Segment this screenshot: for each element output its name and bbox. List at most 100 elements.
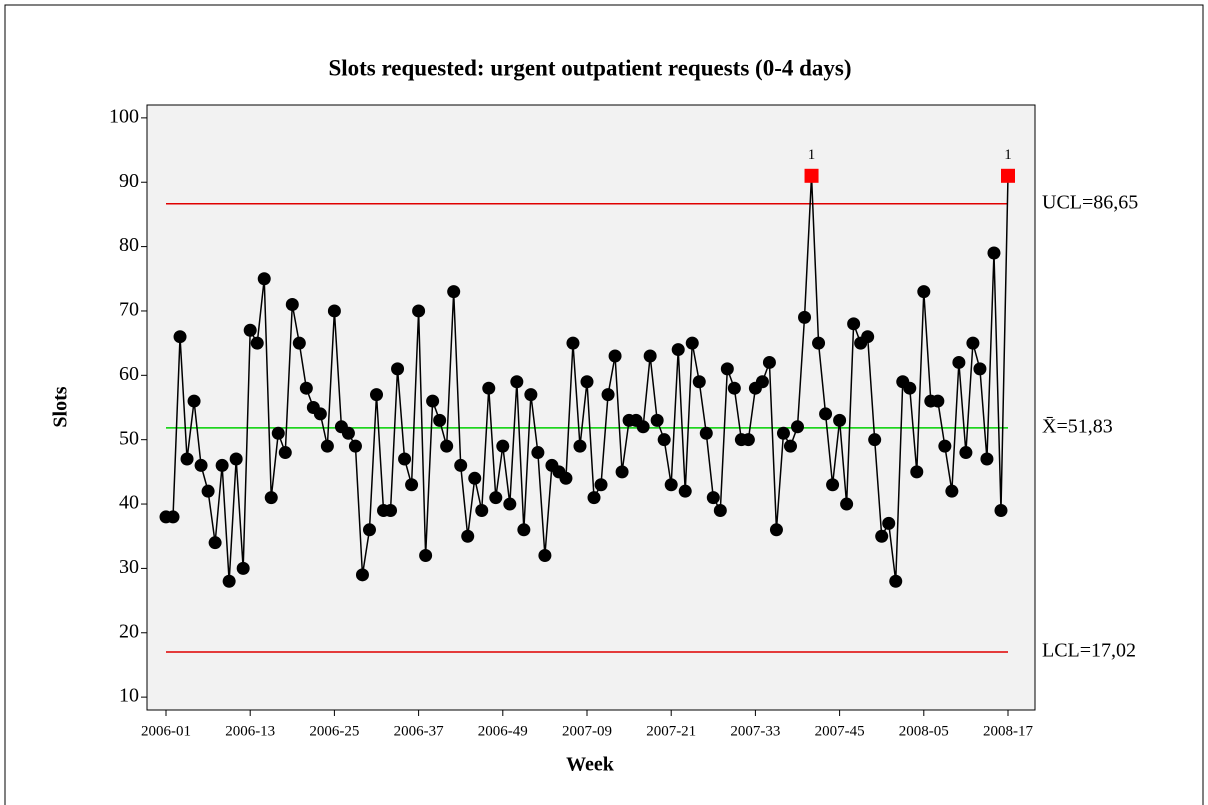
data-point xyxy=(945,484,959,498)
data-point xyxy=(938,439,952,453)
data-point xyxy=(952,355,966,369)
data-point xyxy=(313,407,327,421)
x-tick-label: 2006-37 xyxy=(394,723,444,739)
data-point xyxy=(496,439,510,453)
data-point xyxy=(994,503,1008,517)
data-point xyxy=(412,304,426,318)
reference-label: UCL=86,65 xyxy=(1042,191,1138,213)
x-tick-label: 2006-25 xyxy=(309,723,359,739)
data-point xyxy=(461,529,475,543)
data-point xyxy=(671,343,685,357)
data-point xyxy=(882,516,896,530)
data-point xyxy=(580,375,594,389)
data-point xyxy=(601,388,615,402)
reference-label: LCL=17,02 xyxy=(1042,640,1136,662)
data-point xyxy=(636,420,650,434)
data-point xyxy=(320,439,334,453)
data-point xyxy=(910,465,924,479)
data-point xyxy=(727,381,741,395)
data-point xyxy=(243,323,257,337)
data-point xyxy=(657,433,671,447)
y-tick-label: 60 xyxy=(119,363,139,385)
data-point xyxy=(538,549,552,563)
data-point xyxy=(819,407,833,421)
data-point xyxy=(173,330,187,344)
data-point xyxy=(454,458,468,472)
y-tick-label: 90 xyxy=(119,170,139,192)
data-point xyxy=(868,433,882,447)
x-tick-label: 2006-49 xyxy=(478,723,528,739)
data-point xyxy=(201,484,215,498)
data-point xyxy=(903,381,917,395)
data-point xyxy=(264,491,278,505)
data-point xyxy=(229,452,243,466)
data-point xyxy=(826,478,840,492)
x-tick-label: 2008-05 xyxy=(899,723,949,739)
data-point xyxy=(699,426,713,440)
data-point xyxy=(285,298,299,312)
data-point xyxy=(405,478,419,492)
data-point xyxy=(573,439,587,453)
data-point xyxy=(370,388,383,402)
data-point xyxy=(720,362,734,376)
data-point xyxy=(327,304,341,318)
y-tick-label: 40 xyxy=(119,492,139,514)
data-point xyxy=(931,394,945,408)
data-point xyxy=(840,497,854,511)
data-point xyxy=(692,375,706,389)
data-point xyxy=(875,529,889,543)
flag-label: 1 xyxy=(808,147,816,163)
data-point xyxy=(812,336,826,350)
x-tick-label: 2008-17 xyxy=(983,723,1033,739)
data-point xyxy=(180,452,194,466)
x-tick-label: 2007-45 xyxy=(815,723,865,739)
data-point xyxy=(468,471,482,485)
data-point xyxy=(889,574,903,588)
data-point xyxy=(391,362,405,376)
y-tick-label: 20 xyxy=(119,620,139,642)
data-point xyxy=(489,491,503,505)
data-point xyxy=(917,285,931,299)
data-point xyxy=(959,446,973,460)
frame xyxy=(4,4,1204,805)
data-point xyxy=(187,394,201,408)
data-point xyxy=(292,336,306,350)
data-point xyxy=(980,452,994,466)
data-point xyxy=(215,458,229,472)
data-point xyxy=(510,375,524,389)
data-point xyxy=(650,413,664,427)
reference-label: X̄=51,83 xyxy=(1042,415,1113,437)
data-point xyxy=(440,439,454,453)
y-tick-label: 30 xyxy=(119,556,139,578)
data-point xyxy=(678,484,692,498)
data-point xyxy=(755,375,769,389)
y-tick-label: 50 xyxy=(119,427,139,449)
x-tick-label: 2006-01 xyxy=(141,723,191,739)
data-point xyxy=(341,426,355,440)
data-point xyxy=(475,503,489,517)
data-point xyxy=(531,446,545,460)
data-point xyxy=(398,452,412,466)
x-axis-title: Week xyxy=(566,754,615,776)
data-point xyxy=(257,272,271,286)
data-point xyxy=(741,433,755,447)
chart-title: Slots requested: urgent outpatient reque… xyxy=(328,55,851,80)
data-point xyxy=(783,439,797,453)
data-point xyxy=(271,426,285,440)
data-point xyxy=(166,510,180,524)
data-point xyxy=(615,465,629,479)
data-point xyxy=(250,336,264,350)
data-point xyxy=(685,336,699,350)
data-point xyxy=(713,503,727,517)
data-point xyxy=(426,394,440,408)
y-tick-label: 70 xyxy=(119,299,139,321)
data-point xyxy=(482,381,496,395)
data-point xyxy=(524,388,538,402)
data-point xyxy=(594,478,608,492)
data-point xyxy=(847,317,861,331)
y-tick-label: 100 xyxy=(109,105,139,127)
data-point xyxy=(559,471,573,485)
data-point xyxy=(419,549,433,563)
flagged-point xyxy=(804,168,819,183)
